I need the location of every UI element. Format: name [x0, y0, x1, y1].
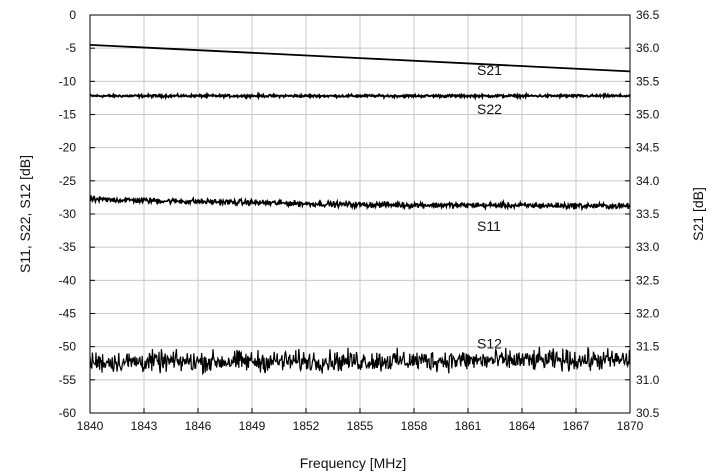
y-right-tick-label: 31.0	[636, 373, 660, 387]
y-left-tick-label: -30	[59, 207, 77, 221]
y-right-tick-label: 36.5	[636, 8, 660, 22]
y-left-tick-label: -25	[59, 174, 77, 188]
x-tick-label: 1843	[131, 419, 158, 433]
y-left-tick-label: -10	[59, 74, 77, 88]
series-label-s12: S12	[477, 335, 502, 351]
y-axis-left-title: S11, S22, S12 [dB]	[17, 155, 33, 273]
y-left-tick-label: -45	[59, 307, 77, 321]
y-left-tick-label: -5	[65, 41, 76, 55]
series-line-s11	[89, 194, 631, 212]
x-axis-title: Frequency [MHz]	[300, 455, 407, 471]
y-left-tick-label: -50	[59, 340, 77, 354]
y-right-tick-label: 33.0	[636, 240, 660, 254]
series-line-s22	[89, 91, 631, 101]
y-right-tick-label: 32.5	[636, 273, 660, 287]
y-right-tick-label: 36.0	[636, 41, 660, 55]
y-right-tick-label: 35.0	[636, 108, 660, 122]
y-left-tick-label: -60	[59, 406, 77, 420]
y-right-tick-label: 32.0	[636, 307, 660, 321]
x-tick-label: 1846	[185, 419, 212, 433]
y-right-tick-label: 31.5	[636, 340, 660, 354]
y-left-tick-label: -55	[59, 373, 77, 387]
x-tick-label: 1852	[293, 419, 320, 433]
y-left-tick-label: -20	[59, 141, 77, 155]
x-tick-label: 1867	[563, 419, 590, 433]
y-axis-right-title: S21 [dB]	[690, 187, 706, 241]
series-label-s21: S21	[477, 62, 502, 78]
y-left-tick-label: -35	[59, 240, 77, 254]
x-tick-label: 1858	[401, 419, 428, 433]
y-left-tick-label: 0	[69, 8, 76, 22]
x-tick-label: 1855	[347, 419, 374, 433]
y-left-tick-label: -40	[59, 273, 77, 287]
y-right-tick-label: 34.0	[636, 174, 660, 188]
y-right-tick-label: 34.5	[636, 141, 660, 155]
y-right-tick-label: 35.5	[636, 74, 660, 88]
series-label-s22: S22	[477, 101, 502, 117]
series-annotations: S21 S22 S11 S12	[477, 62, 502, 351]
series-line-s21	[89, 43, 631, 73]
y-right-tick-label: 33.5	[636, 207, 660, 221]
axis-ticks	[89, 14, 631, 414]
x-tick-label: 1864	[509, 419, 536, 433]
x-tick-label: 1849	[239, 419, 266, 433]
series-label-s11: S11	[477, 218, 501, 234]
x-tick-label: 1840	[77, 419, 104, 433]
series-lines	[89, 43, 631, 376]
x-tick-label: 1870	[617, 419, 644, 433]
y-right-tick-label: 30.5	[636, 406, 660, 420]
x-tick-label: 1861	[455, 419, 482, 433]
tick-labels: 1840 1843 1846 1849 1852 1855 1858 1861 1864 1867…	[59, 8, 660, 433]
series-line-s12	[89, 346, 631, 376]
y-left-tick-label: -15	[59, 108, 77, 122]
